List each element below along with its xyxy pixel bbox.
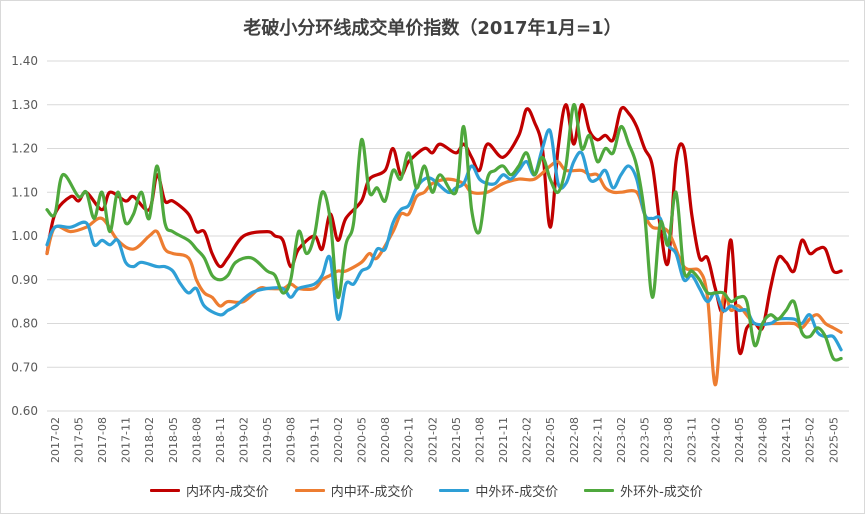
- x-tick-label: 2023-05: [639, 417, 652, 463]
- x-tick-label: 2019-11: [308, 417, 321, 463]
- y-tick-label: 1.20: [11, 142, 38, 156]
- y-tick-label: 0.70: [11, 360, 38, 374]
- x-tick-label: 2025-02: [804, 417, 817, 463]
- x-tick-label: 2020-02: [332, 417, 345, 463]
- y-tick-label: 1.30: [11, 98, 38, 112]
- x-tick-label: 2020-08: [379, 417, 392, 463]
- x-tick-label: 2017-05: [72, 417, 85, 463]
- x-tick-label: 2022-11: [591, 417, 604, 463]
- x-axis: 2017-02 2017-05 2017-08 2017-11 2018-02 2018-…: [49, 417, 840, 463]
- x-tick-label: 2024-08: [757, 417, 770, 463]
- legend-item-inner-middle[interactable]: 内中环-成交价: [294, 481, 414, 500]
- x-tick-label: 2019-08: [285, 417, 298, 463]
- legend-swatch: [439, 488, 470, 492]
- x-tick-label: 2021-08: [473, 417, 486, 463]
- legend-label: 中外环-成交价: [475, 484, 559, 500]
- x-tick-label: 2018-02: [143, 417, 156, 463]
- grid-layer: [47, 60, 849, 412]
- x-tick-label: 2022-08: [568, 417, 581, 463]
- x-tick-label: 2020-05: [356, 417, 369, 463]
- series-layer: [45, 103, 843, 387]
- x-tick-label: 2024-05: [733, 417, 746, 463]
- legend-label: 内环内-成交价: [186, 484, 269, 500]
- legend-item-outer[interactable]: 外环外-成交价: [584, 481, 703, 500]
- x-tick-label: 2019-02: [238, 417, 251, 463]
- x-tick-label: 2024-11: [780, 417, 793, 463]
- x-tick-label: 2021-11: [497, 417, 510, 463]
- legend-item-middle-outer[interactable]: 中外环-成交价: [439, 481, 558, 500]
- x-tick-label: 2017-02: [49, 417, 62, 463]
- x-tick-label: 2022-02: [521, 417, 534, 463]
- chart-title: 老破小分环线成交单价指数（2017年1月=1）: [243, 18, 622, 39]
- legend: 内环内-成交价 内中环-成交价 中外环-成交价 外环外-成交价: [150, 479, 703, 501]
- x-tick-label: 2021-05: [450, 417, 463, 463]
- x-tick-label: 2019-05: [261, 417, 274, 463]
- x-tick-label: 2020-11: [403, 417, 416, 463]
- x-tick-label: 2025-05: [827, 417, 840, 463]
- x-tick-label: 2018-05: [167, 417, 180, 463]
- x-tick-label: 2022-05: [544, 417, 557, 463]
- x-tick-label: 2018-08: [190, 417, 203, 463]
- x-tick-label: 2023-08: [662, 417, 675, 463]
- x-tick-label: 2017-08: [96, 417, 109, 463]
- x-tick-label: 2021-02: [426, 417, 439, 463]
- series-line-3: [45, 103, 843, 362]
- legend-swatch: [150, 488, 180, 492]
- x-tick-label: 2017-11: [120, 417, 133, 463]
- y-tick-label: 1.10: [11, 185, 38, 199]
- series-line-2: [45, 128, 843, 352]
- y-tick-label: 1.40: [11, 54, 38, 68]
- legend-swatch: [294, 488, 325, 492]
- y-axis: 0.60 0.70 0.80 0.90 1.00 1.10 1.20 1.30 1.40: [11, 54, 38, 418]
- series-line-1: [45, 159, 843, 387]
- legend-item-inner[interactable]: 内环内-成交价: [150, 481, 269, 500]
- y-tick-label: 0.90: [11, 273, 38, 287]
- series-line-0: [45, 103, 843, 355]
- x-tick-label: 2023-11: [686, 417, 699, 463]
- legend-label: 内中环-成交价: [330, 484, 414, 500]
- legend-swatch: [584, 488, 615, 492]
- x-tick-label: 2024-02: [709, 417, 722, 463]
- y-tick-label: 0.60: [11, 404, 38, 418]
- legend-label: 外环外-成交价: [620, 484, 703, 500]
- y-tick-label: 1.00: [11, 229, 38, 243]
- x-tick-label: 2023-02: [615, 417, 628, 463]
- y-tick-label: 0.80: [11, 317, 38, 331]
- x-tick-label: 2018-11: [214, 417, 227, 463]
